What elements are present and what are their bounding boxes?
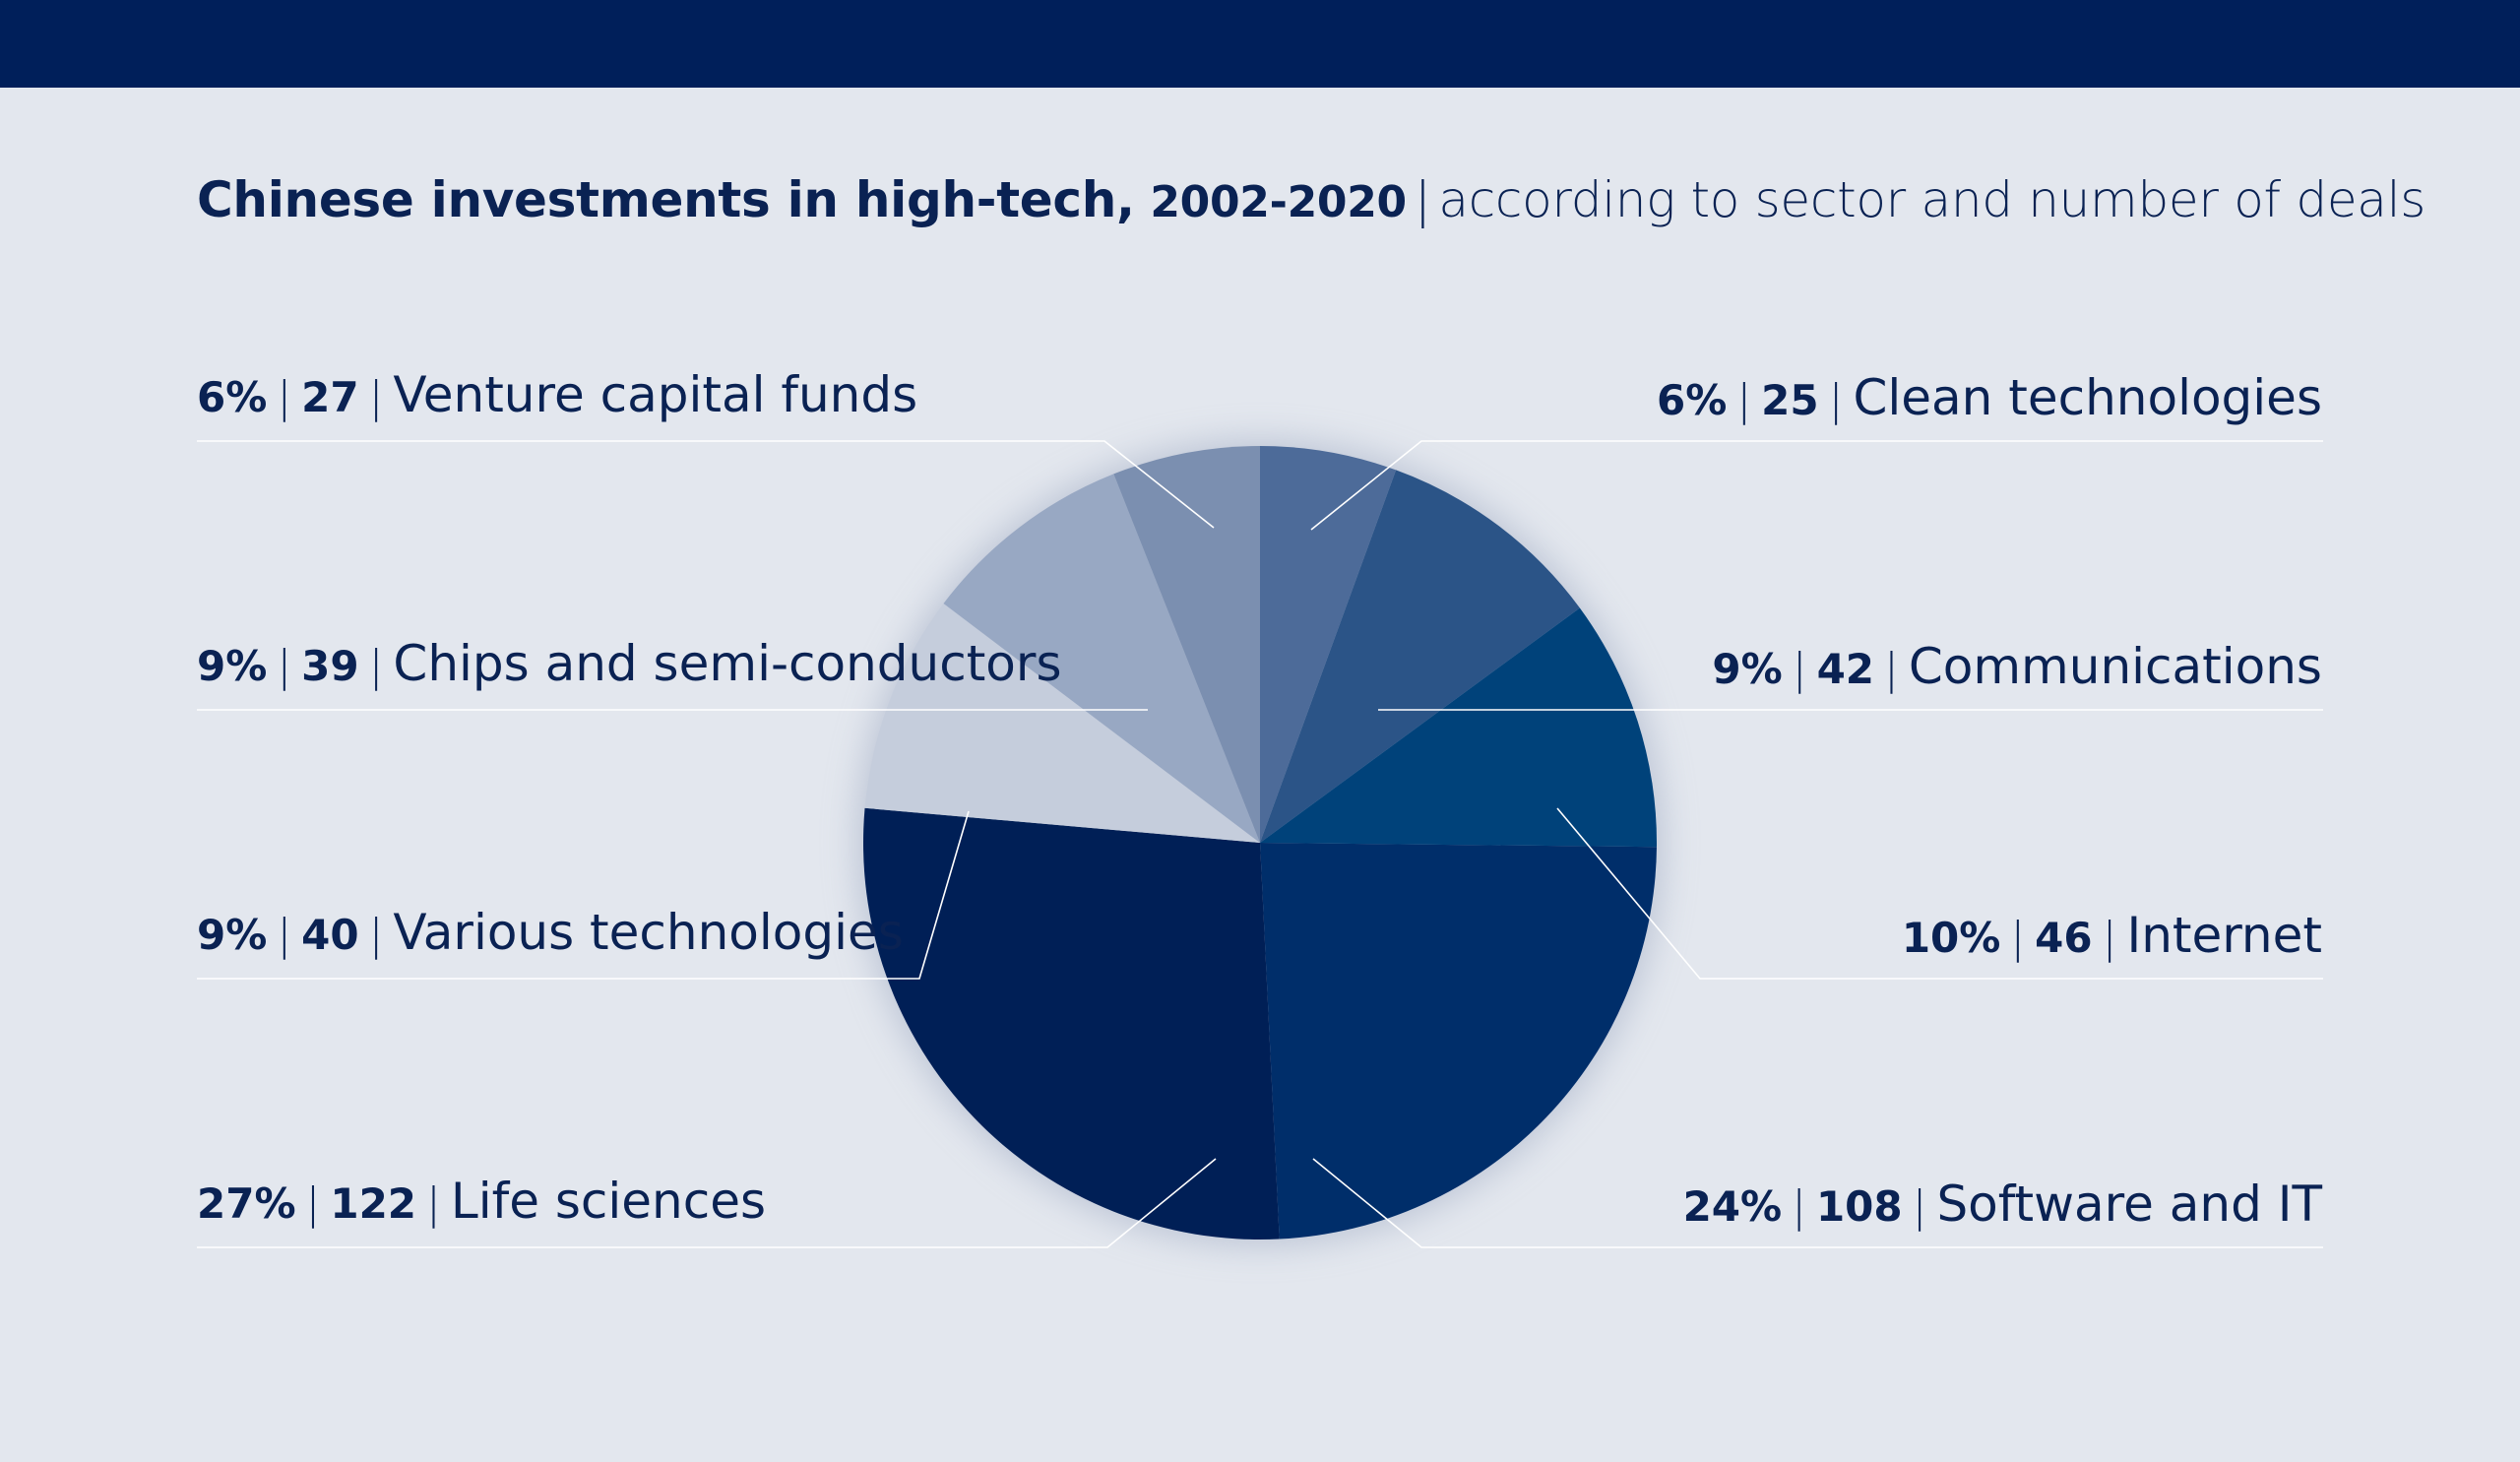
label-life-sciences: 27% | 122 | Life sciences — [197, 1172, 766, 1234]
label-separator: | — [277, 372, 292, 422]
slice-percent: 24% — [1682, 1182, 1783, 1231]
label-separator: | — [426, 1178, 441, 1229]
slice-deals: 39 — [301, 642, 359, 690]
label-software-and-it: 24% | 108 | Software and IT — [1683, 1175, 2322, 1237]
label-separator: | — [368, 372, 384, 422]
label-separator: | — [277, 910, 292, 960]
chart-title: Chinese investments in high-tech, 2002-2… — [197, 165, 2426, 237]
label-separator: | — [2102, 913, 2117, 963]
label-separator: | — [368, 641, 384, 691]
slice-deals: 46 — [2035, 914, 2093, 962]
label-separator: | — [305, 1178, 321, 1229]
slice-label: Internet — [2126, 907, 2322, 964]
slice-label: Chips and semi-conductors — [393, 635, 1062, 692]
label-separator: | — [277, 641, 292, 691]
leader-line — [197, 440, 1215, 529]
slice-percent: 10% — [1901, 914, 2001, 962]
label-separator: | — [1792, 1181, 1806, 1232]
pie-slices — [862, 446, 1658, 1240]
leader-line — [197, 810, 970, 980]
label-separator: | — [368, 910, 384, 960]
pie-slice-venture-capital-funds — [1113, 446, 1260, 843]
label-internet: 10% | 46 | Internet — [1902, 906, 2322, 968]
label-separator: | — [2010, 913, 2026, 963]
slice-deals: 40 — [301, 911, 359, 959]
title-main: Chinese investments in high-tech, — [197, 171, 1135, 228]
label-separator: | — [1736, 375, 1752, 425]
label-separator: | — [1792, 644, 1807, 694]
slice-label: Software and IT — [1936, 1176, 2322, 1233]
slice-deals: 42 — [1816, 645, 1875, 693]
slice-deals: 27 — [301, 373, 359, 421]
label-venture-capital-funds: 6% | 27 | Venture capital funds — [197, 365, 917, 427]
label-various-technologies: 9% | 40 | Various technologies — [197, 903, 904, 965]
slice-deals: 122 — [330, 1179, 417, 1228]
leader-line — [1556, 807, 2323, 980]
pie-slice-communications — [1260, 470, 1580, 843]
leader-line — [1310, 440, 2323, 531]
slice-label: Communications — [1908, 638, 2322, 695]
slice-label: Life sciences — [450, 1173, 767, 1230]
slice-label: Venture capital funds — [393, 366, 918, 423]
leader-line — [1312, 1158, 2323, 1248]
slice-label: Clean technologies — [1853, 369, 2322, 426]
pie-slice-clean-technologies — [1260, 446, 1397, 843]
label-clean-technologies: 6% | 25 | Clean technologies — [1657, 368, 2322, 430]
slice-percent: 9% — [197, 642, 268, 690]
slice-percent: 6% — [1657, 376, 1728, 424]
slice-label: Various technologies — [393, 904, 904, 961]
slice-percent: 9% — [1712, 645, 1783, 693]
label-separator: | — [1912, 1181, 1927, 1232]
leader-lines — [197, 440, 2323, 1248]
slice-percent: 6% — [197, 373, 268, 421]
title-years: 2002-2020 — [1150, 177, 1407, 227]
slice-percent: 9% — [197, 911, 268, 959]
top-banner — [0, 0, 2520, 88]
label-chips-and-semi-conductors: 9% | 39 | Chips and semi-conductors — [197, 634, 1062, 696]
pie-slice-various-technologies — [864, 604, 1260, 843]
pie-slice-chips-and-semi-conductors — [943, 474, 1260, 843]
label-separator: | — [1828, 375, 1844, 425]
title-separator: | — [1414, 171, 1431, 228]
label-separator: | — [1884, 644, 1899, 694]
slice-deals: 108 — [1815, 1182, 1903, 1231]
chart-subtitle: according to sector and number of deals — [1438, 171, 2426, 228]
pie-slice-internet — [1260, 607, 1658, 848]
pie-slice-software-and-it — [1260, 843, 1657, 1240]
slice-percent: 27% — [197, 1179, 296, 1228]
pie-slice-life-sciences — [862, 807, 1280, 1240]
leader-line — [197, 1158, 1217, 1248]
slice-deals: 25 — [1761, 376, 1819, 424]
label-communications: 9% | 42 | Communications — [1712, 637, 2322, 699]
